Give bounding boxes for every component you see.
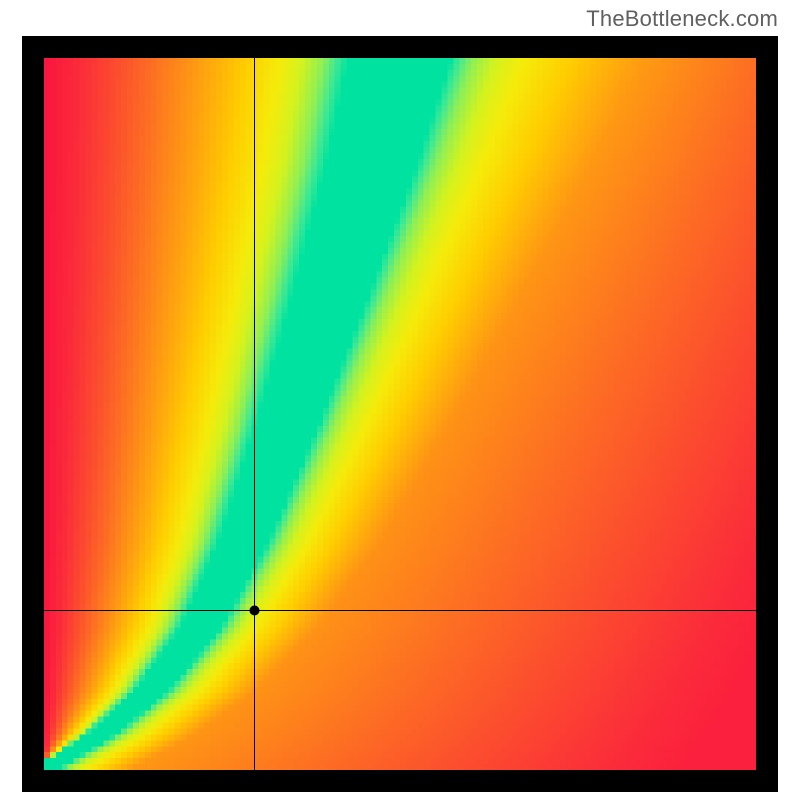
chart-wrapper: TheBottleneck.com bbox=[0, 0, 800, 800]
attribution-label: TheBottleneck.com bbox=[586, 6, 778, 32]
crosshair-overlay bbox=[44, 58, 756, 770]
bottleneck-heatmap bbox=[22, 36, 778, 792]
